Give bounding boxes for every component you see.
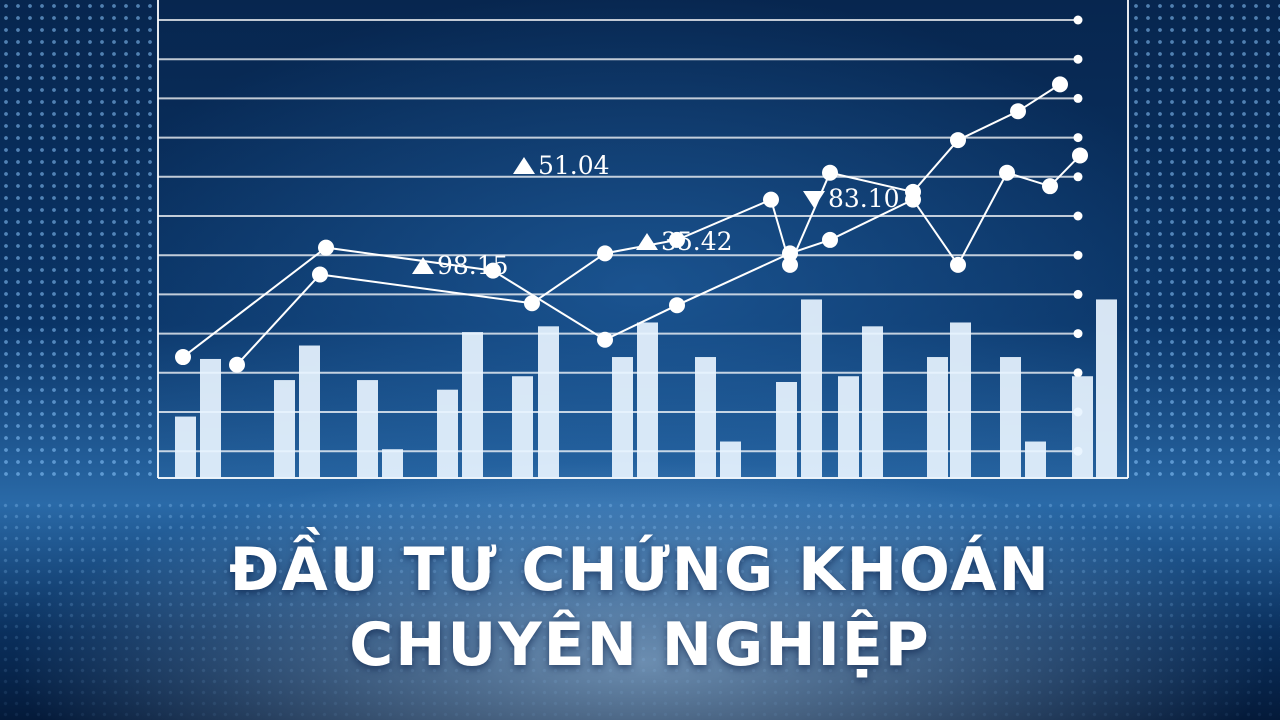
annotation-label: 98.15 [437,251,509,280]
down-arrow-icon [803,191,825,208]
headline-line-1: ĐẦU TƯ CHỨNG KHOÁN [229,535,1051,605]
bar [950,322,971,478]
bar [1000,357,1021,478]
bar [462,332,483,478]
grid-end-dot [1073,250,1083,260]
bar [1072,376,1093,478]
dot-pattern-right [1130,0,1280,480]
series-point [318,239,334,256]
up-arrow-icon [636,233,658,250]
series-point [999,164,1015,181]
grid-end-dot [1073,329,1083,339]
grid-end-dot [1073,289,1083,299]
dot-pattern-left [0,0,160,480]
bar [538,326,559,478]
series-point [782,256,798,273]
series-point [1072,147,1088,164]
bar [1096,299,1117,478]
grid-end-dot [1073,368,1083,378]
series-point [229,356,245,373]
series-point [669,297,685,314]
headline-line-2: CHUYÊN NGHIỆP [349,610,931,680]
bar [512,376,533,478]
bar [776,382,797,478]
bar [862,326,883,478]
grid-end-dot [1073,133,1083,143]
series-point [1042,178,1058,195]
chart-annotations: 98.15 51.04 35.42 83.10 [412,151,900,280]
grid-end-dot [1073,15,1083,25]
series-point [950,132,966,149]
bar [274,380,295,478]
bar [437,389,458,478]
bar [1025,441,1046,478]
series-point [597,331,613,348]
series-line-2 [236,83,1061,366]
bar [637,322,658,478]
bar [175,416,196,478]
series-point [485,262,501,279]
series-point [822,231,838,248]
line-series [175,76,1088,373]
series-point [312,266,328,283]
annotation-label: 83.10 [828,184,900,213]
bar [382,449,403,478]
series-point [524,295,540,312]
bar-series [175,299,1117,478]
grid-end-dot [1073,54,1083,64]
series-point [950,256,966,273]
bar [720,441,741,478]
annotation-label: 51.04 [538,151,610,180]
annotation-label: 35.42 [661,227,733,256]
bar [357,380,378,478]
series-point [905,183,921,200]
bar [612,357,633,478]
series-point [669,231,685,248]
series-point [822,164,838,181]
series-point [763,191,779,208]
bar [695,357,716,478]
series-point [175,349,191,366]
series-point [597,245,613,262]
bar [838,376,859,478]
series-line-1 [182,154,1081,358]
dot-pattern-bottom [0,500,1280,720]
series-point [1010,103,1026,120]
bar [200,358,221,478]
grid-end-dot [1073,172,1083,182]
series-point [1052,76,1068,93]
grid-end-dot [1073,211,1083,221]
bar [299,345,320,478]
up-arrow-icon [412,257,434,274]
bar [801,299,822,478]
grid-end-dot [1073,93,1083,103]
up-arrow-icon [513,157,535,174]
bar [927,357,948,478]
